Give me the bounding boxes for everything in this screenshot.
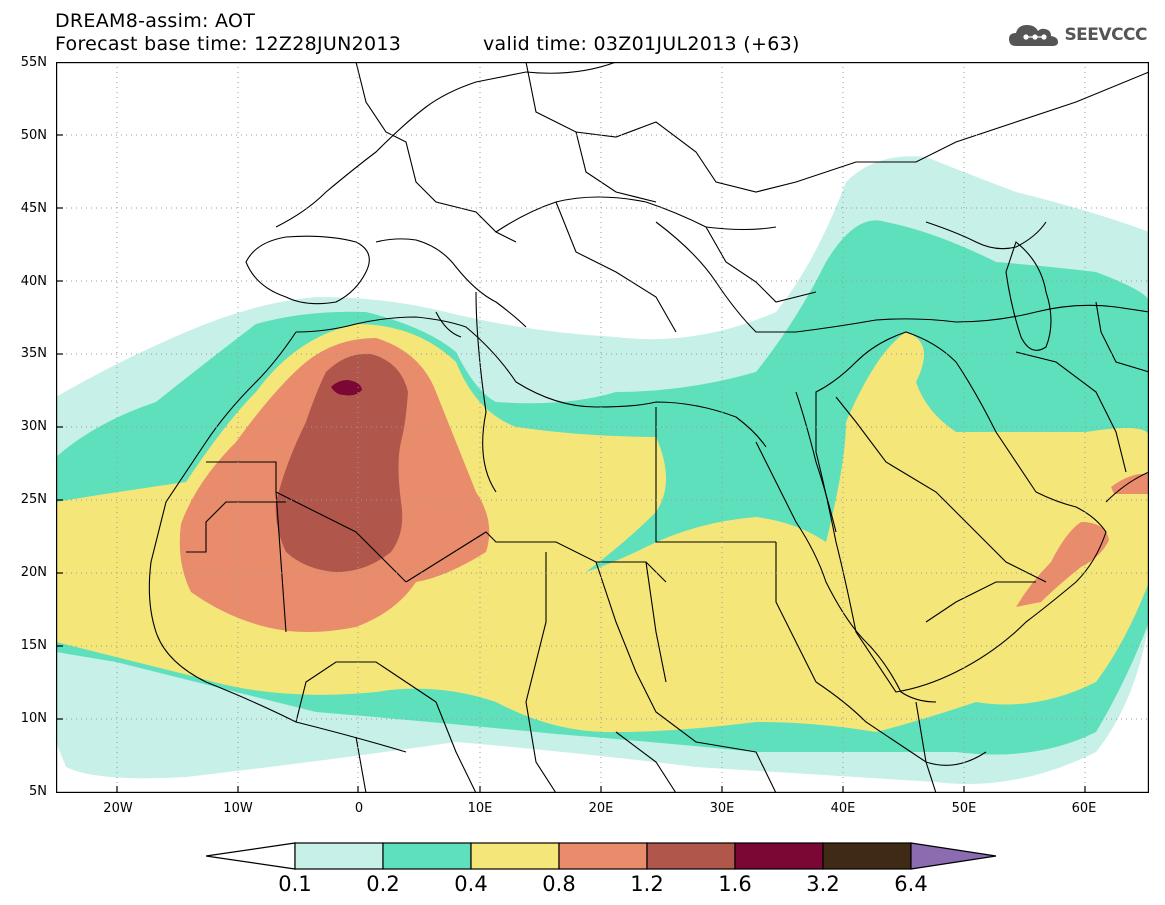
lat-label: 10N bbox=[20, 711, 47, 726]
colorbar-label: 3.2 bbox=[806, 872, 840, 896]
lon-label: 40E bbox=[830, 801, 856, 816]
map-frame bbox=[56, 62, 1149, 793]
aot-contours bbox=[56, 156, 1149, 784]
colorbar bbox=[206, 842, 997, 870]
colorbar-swatch bbox=[822, 842, 912, 870]
colorbar-swatch bbox=[294, 842, 384, 870]
colorbar-label: 6.4 bbox=[894, 872, 928, 896]
colorbar-label: 0.8 bbox=[542, 872, 576, 896]
title-line-1: DREAM8-assim: AOT bbox=[55, 10, 256, 32]
colorbar-swatch bbox=[470, 842, 560, 870]
colorbar-label: 0.2 bbox=[366, 872, 400, 896]
colorbar-swatch bbox=[646, 842, 736, 870]
colorbar-min-arrow bbox=[206, 842, 296, 870]
colorbar-swatch bbox=[734, 842, 824, 870]
lon-label: 50E bbox=[951, 801, 977, 816]
lon-label: 10W bbox=[223, 801, 253, 816]
colorbar-max-arrow bbox=[910, 842, 997, 870]
aot-band-1.6 bbox=[331, 380, 362, 396]
aot-band-1.2 bbox=[275, 353, 408, 572]
lat-label: 5N bbox=[29, 784, 47, 799]
valid-time: valid time: 03Z01JUL2013 (+63) bbox=[483, 33, 800, 55]
country-borders bbox=[148, 62, 1149, 793]
lon-label: 0 bbox=[354, 801, 364, 816]
lat-lon-grid bbox=[56, 62, 1149, 793]
lat-label: 25N bbox=[20, 492, 47, 507]
lat-label: 55N bbox=[20, 55, 47, 70]
lat-label: 45N bbox=[20, 201, 47, 216]
lat-label: 35N bbox=[20, 346, 47, 361]
forecast-base-time: Forecast base time: 12Z28JUN2013 bbox=[55, 33, 402, 55]
seevccc-logo: SEEVCCC bbox=[1008, 22, 1147, 48]
lon-label: 30E bbox=[709, 801, 735, 816]
colorbar-label: 1.6 bbox=[718, 872, 752, 896]
lat-label: 50N bbox=[20, 128, 47, 143]
cloud-icon bbox=[1009, 25, 1059, 46]
aot-band-0.8-oman bbox=[1016, 522, 1109, 607]
lon-label: 20W bbox=[103, 801, 133, 816]
colorbar-label: 1.2 bbox=[630, 872, 664, 896]
lat-label: 30N bbox=[20, 419, 47, 434]
colorbar-swatch bbox=[382, 842, 472, 870]
colorbar-label: 0.1 bbox=[278, 872, 312, 896]
lat-label: 20N bbox=[20, 565, 47, 580]
colorbar-swatch bbox=[558, 842, 648, 870]
lon-label: 60E bbox=[1071, 801, 1097, 816]
colorbar-label: 0.4 bbox=[454, 872, 488, 896]
lon-label: 20E bbox=[588, 801, 614, 816]
lat-label: 40N bbox=[20, 274, 47, 289]
lon-label: 10E bbox=[467, 801, 493, 816]
aot-map bbox=[56, 62, 1149, 793]
logo-text: SEEVCCC bbox=[1064, 25, 1147, 45]
lat-label: 15N bbox=[20, 638, 47, 653]
